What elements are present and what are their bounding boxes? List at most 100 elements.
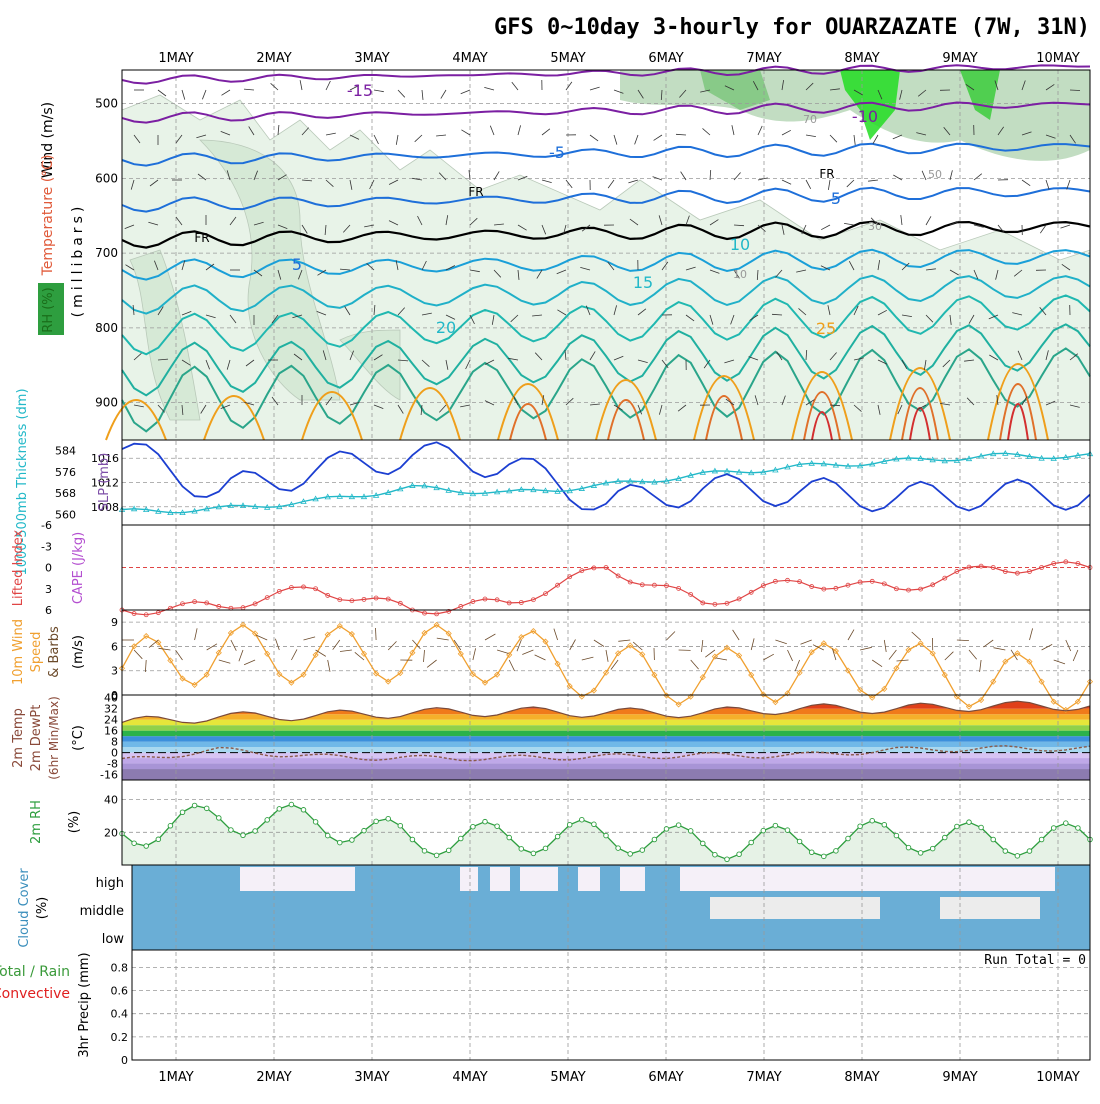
wind-barb (300, 80, 302, 90)
wind-barb (484, 87, 494, 90)
wind-barb (461, 130, 470, 135)
wind-barb (1061, 225, 1071, 228)
rh-point (1003, 849, 1008, 854)
wind-barb (806, 135, 816, 137)
thickness-tick-label: 568 (55, 487, 76, 500)
rh-point (471, 824, 476, 829)
wind-tick-label: 3 (111, 665, 118, 678)
rh-point (761, 828, 766, 833)
wind-barb (436, 135, 446, 136)
rh-point (253, 829, 258, 834)
ylabel-2m-temp: 2m Temp (11, 708, 26, 768)
wind-barb (980, 660, 982, 672)
rh-point (132, 841, 137, 846)
wind-barb (994, 648, 1006, 650)
contour-label: -15 (347, 81, 373, 100)
wind-barb (542, 180, 552, 183)
wind-barb (1042, 644, 1053, 650)
rh-point (241, 833, 246, 838)
wind-barb (676, 134, 686, 135)
cloud-level-label: high (96, 876, 124, 891)
bottom-date-label: 5MAY (550, 1070, 585, 1085)
rh-point (410, 837, 415, 842)
bottom-date-label: 3MAY (354, 1070, 389, 1085)
cloud-high-block (240, 867, 282, 891)
wind-barb (374, 90, 384, 92)
top-date-label: 10MAY (1036, 51, 1080, 66)
wind-barb (340, 650, 352, 652)
rh-point (1015, 854, 1020, 859)
ylabel-speed: Speed (29, 632, 44, 673)
wind-barb (1054, 660, 1065, 664)
li-tick-label: 6 (45, 604, 52, 617)
wind-barb (715, 658, 727, 660)
wind-barb (522, 650, 533, 655)
wind-barb (374, 135, 379, 144)
rh-point (144, 844, 149, 849)
wind-barb (195, 628, 198, 640)
rh-point (531, 851, 536, 856)
wind-barb (202, 90, 206, 99)
wind-barb (1030, 628, 1033, 640)
pressure-tick-label: 500 (95, 97, 118, 111)
wind-barb (751, 638, 754, 650)
wind-barb (611, 660, 618, 670)
wind-barb (490, 126, 494, 135)
wind-barb (635, 135, 638, 144)
wind-barb (275, 639, 279, 650)
bottom-date-label: 2MAY (256, 1070, 291, 1085)
cloud-high-block (620, 867, 645, 891)
fill-layer (122, 698, 1090, 950)
cloud-high-block (490, 867, 510, 891)
top-date-label: 6MAY (648, 51, 683, 66)
rh-point (555, 834, 560, 839)
rh-point (180, 810, 185, 815)
ylabel-2m-rh: 2m RH (29, 800, 44, 844)
wind-barb (244, 89, 254, 90)
contour-label: 10 (733, 268, 747, 281)
precip-tick-label: 0.8 (111, 961, 129, 974)
wind-barb (518, 125, 521, 135)
chart-title: GFS 0~10day 3-hourly for OUARZAZATE (7W,… (494, 15, 1090, 40)
pressure-tick-label: 700 (95, 246, 118, 260)
temp-band (122, 742, 1090, 747)
bottom-date-label: 7MAY (746, 1070, 781, 1085)
rh-point (192, 803, 197, 808)
pressure-tick-label: 900 (95, 396, 118, 410)
rh-point (1076, 826, 1081, 831)
ylabel-temperature: Temperature (°C) (40, 155, 56, 277)
contour-label: 15 (633, 273, 653, 292)
rh-point (640, 848, 645, 853)
li-tick-label: 0 (45, 562, 52, 575)
wind-barb (424, 650, 425, 662)
cloud-level-label: middle (80, 904, 124, 919)
rh-point (725, 857, 730, 862)
wind-barb (497, 650, 509, 654)
rh-tick-label: 40 (104, 794, 118, 807)
wind-barb (795, 660, 800, 671)
rh-point (943, 835, 948, 840)
ylabel-convective: Convective (0, 986, 70, 1002)
wind-barb (542, 129, 550, 135)
ylabel-cloud: Cloud Cover (17, 868, 32, 948)
wind-speed-line (122, 625, 1090, 710)
slp-line (122, 442, 1090, 511)
wind-barb (608, 180, 614, 188)
wind-barb (847, 180, 854, 187)
rh-point (991, 837, 996, 842)
rh-point (422, 849, 427, 854)
ylabel-minmax: (6hr Min/Max) (47, 696, 61, 780)
rh-point (858, 824, 863, 829)
ylabel-barbs: & Barbs (47, 626, 62, 678)
wind-barb (758, 126, 762, 135)
wind-barb (763, 654, 774, 660)
rh-point (652, 837, 657, 842)
rh-point (519, 847, 524, 852)
rh-point (338, 840, 343, 845)
wind-tick-label: 6 (111, 640, 118, 653)
wind-barb (873, 135, 878, 144)
wind-barb (328, 660, 330, 672)
temp-band (122, 747, 1090, 752)
contour-label: 25 (816, 319, 836, 338)
